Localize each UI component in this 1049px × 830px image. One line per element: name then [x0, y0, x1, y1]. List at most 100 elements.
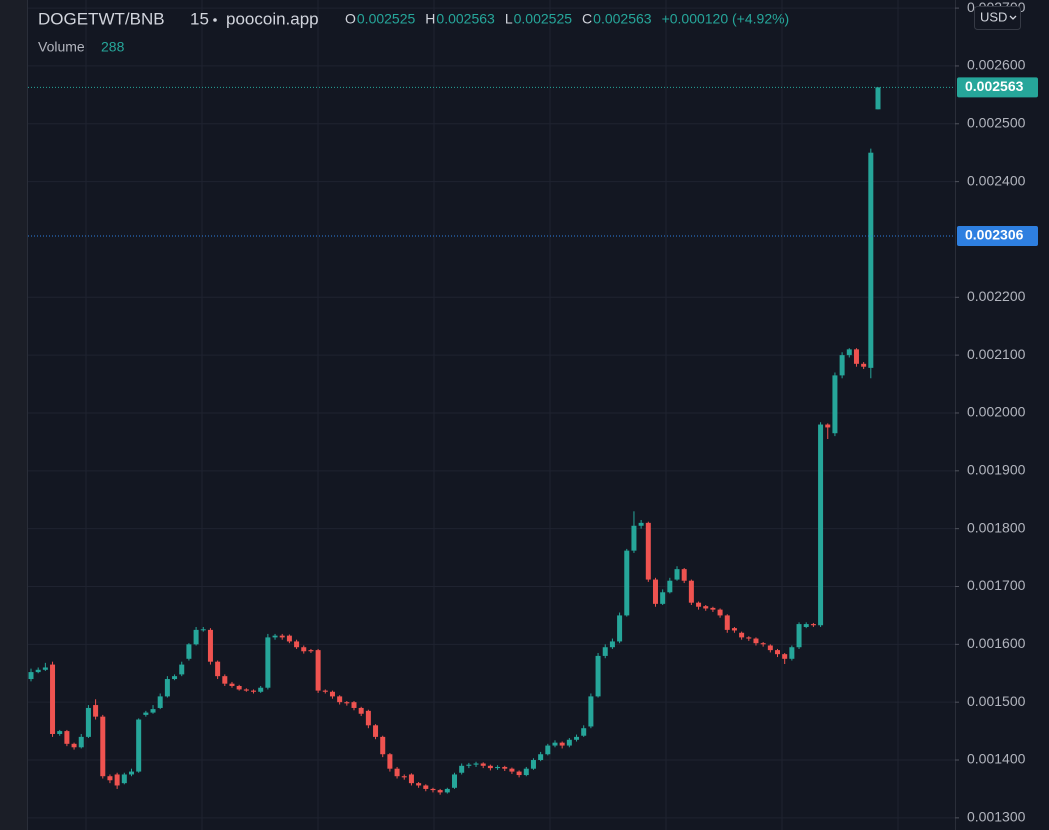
candle-body: [251, 690, 257, 692]
candle-body: [696, 602, 702, 607]
ohlc-key: O: [345, 11, 356, 27]
candle-body: [71, 743, 77, 748]
candle-body: [775, 650, 781, 655]
symbol: DOGETWT/BNB: [38, 9, 165, 28]
candle-body: [93, 705, 99, 717]
candle-body: [681, 569, 687, 581]
candle-body: [57, 731, 63, 734]
candle-body: [861, 363, 867, 367]
y-tick-label: 0.001800: [967, 519, 1026, 535]
y-tick-label: 0.001600: [967, 635, 1026, 651]
candle-body: [868, 152, 874, 368]
candle-body: [444, 788, 450, 793]
candle-body: [853, 349, 859, 364]
candle-body: [810, 624, 816, 626]
candle-body: [64, 731, 70, 744]
volume-value: 288: [101, 39, 125, 55]
candle-body: [767, 645, 773, 651]
candle-body: [667, 580, 673, 593]
candle-body: [839, 355, 845, 376]
candle-body: [344, 702, 350, 704]
candle-body: [710, 607, 716, 610]
candle-body: [229, 683, 235, 686]
candle-body: [803, 624, 809, 627]
y-tick-label: 0.001500: [967, 693, 1026, 709]
y-tick-label: 0.001700: [967, 577, 1026, 593]
candle-body: [186, 644, 192, 659]
candle-body: [50, 664, 56, 734]
ohlc-values: O 0.002525 H 0.002563 L 0.002525 C 0.002563 +0.0…: [345, 11, 789, 27]
candle-body: [495, 766, 501, 769]
candle-body: [530, 760, 536, 769]
candle-body: [638, 522, 644, 526]
candle-body: [846, 349, 852, 356]
dropdown-arrow[interactable]: [1009, 15, 1017, 20]
candle-body: [466, 764, 472, 766]
candle-body: [351, 702, 357, 708]
candle-body: [258, 687, 264, 692]
candle-body: [609, 641, 615, 648]
candle-body: [645, 522, 651, 580]
candle-body: [739, 632, 745, 638]
ohlc-value: 0.002563: [593, 11, 652, 27]
candle-body: [337, 696, 343, 703]
candle-body: [674, 569, 680, 580]
candle-body: [265, 637, 271, 688]
candle-body: [595, 655, 601, 697]
currency-select[interactable]: USD: [974, 6, 1021, 30]
candle-body: [207, 629, 213, 662]
ohlc-value: 0.002525: [514, 11, 573, 27]
candle-body: [243, 689, 249, 691]
y-tick-label: 0.002000: [967, 404, 1026, 420]
y-tick-label: 0.001300: [967, 809, 1026, 825]
candle-body: [28, 672, 34, 680]
price-axis: 0.001300 0.001400 0.001500 0.001600 0.001700…: [955, 0, 1038, 825]
price-label: 0.002306: [965, 227, 1024, 243]
candle-body: [832, 375, 838, 434]
ohlc-value: 0.002525: [357, 11, 416, 27]
candle-body: [222, 676, 228, 684]
currency[interactable]: USD: [980, 9, 1007, 24]
candle-body: [552, 742, 558, 746]
candle-body: [423, 785, 429, 789]
candle-body: [717, 609, 723, 616]
legend: DOGETWT/BNB 15 poocoin.app O 0.002525 H 0.0…: [38, 9, 789, 54]
candle-body: [107, 776, 113, 781]
candle-body: [136, 719, 142, 772]
candle-body: [731, 628, 737, 631]
candle-body: [85, 707, 91, 737]
ohlc-key: L: [505, 11, 513, 27]
candle-body: [128, 771, 134, 775]
candle-body: [559, 742, 565, 746]
candle-body: [430, 788, 436, 791]
ohlc-key: C: [582, 11, 592, 27]
candle-body: [315, 650, 321, 691]
candle-body: [452, 774, 457, 788]
candle-body: [401, 776, 407, 778]
candle-body: [516, 771, 522, 776]
candle-body: [523, 768, 529, 776]
y-tick-label: 0.002400: [967, 172, 1026, 188]
candle-body: [574, 736, 580, 740]
candle-body: [408, 774, 414, 784]
candle-body: [358, 707, 364, 714]
candle-body: [329, 691, 335, 697]
y-tick-label: 0.002200: [967, 288, 1026, 304]
candle-body: [617, 615, 623, 642]
candle-body: [286, 635, 292, 642]
y-tick-label: 0.001900: [967, 462, 1026, 478]
candle-body: [538, 754, 544, 761]
currency-box[interactable]: [974, 6, 1021, 30]
candle-body: [322, 690, 328, 692]
volume-label: Volume: [38, 39, 85, 55]
candle-body: [279, 635, 285, 638]
candle-body: [509, 768, 515, 772]
candle-body: [179, 664, 185, 675]
candle-body: [100, 716, 106, 777]
candle-body: [818, 424, 824, 626]
price-label: 0.002563: [965, 78, 1024, 94]
y-tick-label: 0.001400: [967, 751, 1026, 767]
candle-body: [193, 629, 199, 645]
